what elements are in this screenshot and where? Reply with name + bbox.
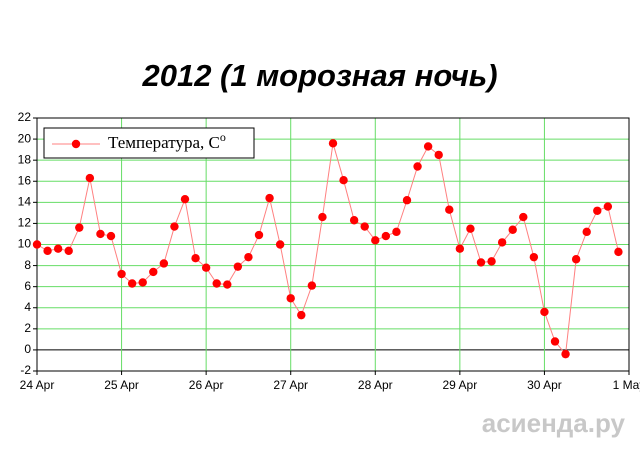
data-point: [32, 240, 42, 249]
y-tick-label: -2: [20, 363, 31, 377]
data-point: [593, 206, 602, 215]
data-point: [106, 231, 116, 241]
data-point: [96, 229, 105, 239]
data-point: [75, 223, 84, 232]
x-tick-label: 24 Apr: [20, 378, 55, 392]
data-point: [413, 162, 422, 171]
data-point: [244, 252, 253, 262]
data-point: [582, 227, 591, 237]
data-point: [117, 269, 126, 279]
data-point: [138, 278, 147, 287]
data-point: [159, 259, 169, 268]
data-point: [476, 258, 486, 267]
data-point: [201, 263, 211, 272]
data-point: [212, 279, 221, 288]
data-point: [423, 142, 433, 151]
x-tick-label: 27 Apr: [273, 378, 308, 392]
y-tick-label: 8: [24, 258, 31, 272]
series-line: [36, 143, 619, 356]
data-point: [265, 193, 274, 203]
y-tick-label: 16: [18, 173, 32, 187]
y-tick-label: 0: [24, 342, 31, 356]
data-point: [180, 194, 190, 204]
y-tick-label: 2: [24, 321, 31, 335]
legend-label: Температура, Co: [108, 130, 226, 152]
data-point: [381, 231, 391, 241]
data-point: [487, 257, 496, 266]
y-tick-label: 22: [18, 110, 32, 124]
data-point: [497, 238, 507, 247]
data-point: [349, 216, 359, 225]
x-tick-label: 30 Apr: [527, 378, 562, 392]
data-point: [318, 212, 327, 222]
data-point: [233, 262, 243, 271]
x-tick-label: 26 Apr: [189, 378, 224, 392]
y-tick-label: 20: [18, 131, 32, 145]
y-tick-label: 12: [18, 216, 32, 230]
data-point: [360, 222, 369, 231]
data-point: [307, 281, 317, 290]
data-point: [561, 349, 570, 359]
data-point: [43, 246, 52, 256]
legend-name: Температура, C: [108, 133, 220, 152]
data-point: [614, 247, 623, 257]
chart-title: 2012 (1 морозная ночь): [141, 58, 497, 93]
data-point: [445, 205, 454, 214]
data-point: [286, 294, 295, 303]
x-tick-label: 1 May: [613, 378, 640, 392]
data-point: [434, 150, 443, 160]
data-point: [519, 212, 528, 222]
legend-superscript: o: [220, 130, 226, 144]
data-point: [540, 307, 549, 317]
data-point: [339, 175, 348, 185]
y-tick-label: 14: [18, 195, 32, 209]
legend-marker: [71, 139, 81, 149]
data-point: [149, 267, 158, 277]
data-point: [392, 227, 401, 237]
data-point: [550, 337, 560, 346]
data-point: [170, 222, 179, 231]
data-point: [603, 202, 613, 211]
data-point: [508, 225, 517, 234]
data-point: [53, 244, 63, 253]
x-tick-label: 29 Apr: [443, 378, 478, 392]
data-point: [297, 310, 306, 320]
data-point: [371, 236, 380, 245]
data-point: [328, 139, 338, 148]
data-point: [85, 173, 95, 183]
y-tick-label: 18: [18, 152, 32, 166]
x-tick-label: 28 Apr: [358, 378, 393, 392]
data-point: [254, 230, 264, 240]
data-point: [275, 240, 285, 249]
y-tick-label: 4: [24, 300, 31, 314]
data-point: [455, 244, 465, 253]
data-point: [571, 255, 581, 264]
data-point: [223, 280, 232, 289]
x-tick-label: 25 Apr: [104, 378, 139, 392]
data-point: [191, 254, 200, 263]
watermark: асиенда.ру: [482, 408, 626, 438]
y-tick-label: 10: [18, 237, 32, 251]
legend: Температура, Co: [43, 127, 255, 159]
y-tick-label: 6: [24, 279, 31, 293]
data-point: [529, 252, 539, 262]
data-point: [402, 196, 412, 205]
data-point: [466, 224, 475, 233]
data-point: [64, 246, 73, 256]
data-point: [127, 279, 137, 288]
